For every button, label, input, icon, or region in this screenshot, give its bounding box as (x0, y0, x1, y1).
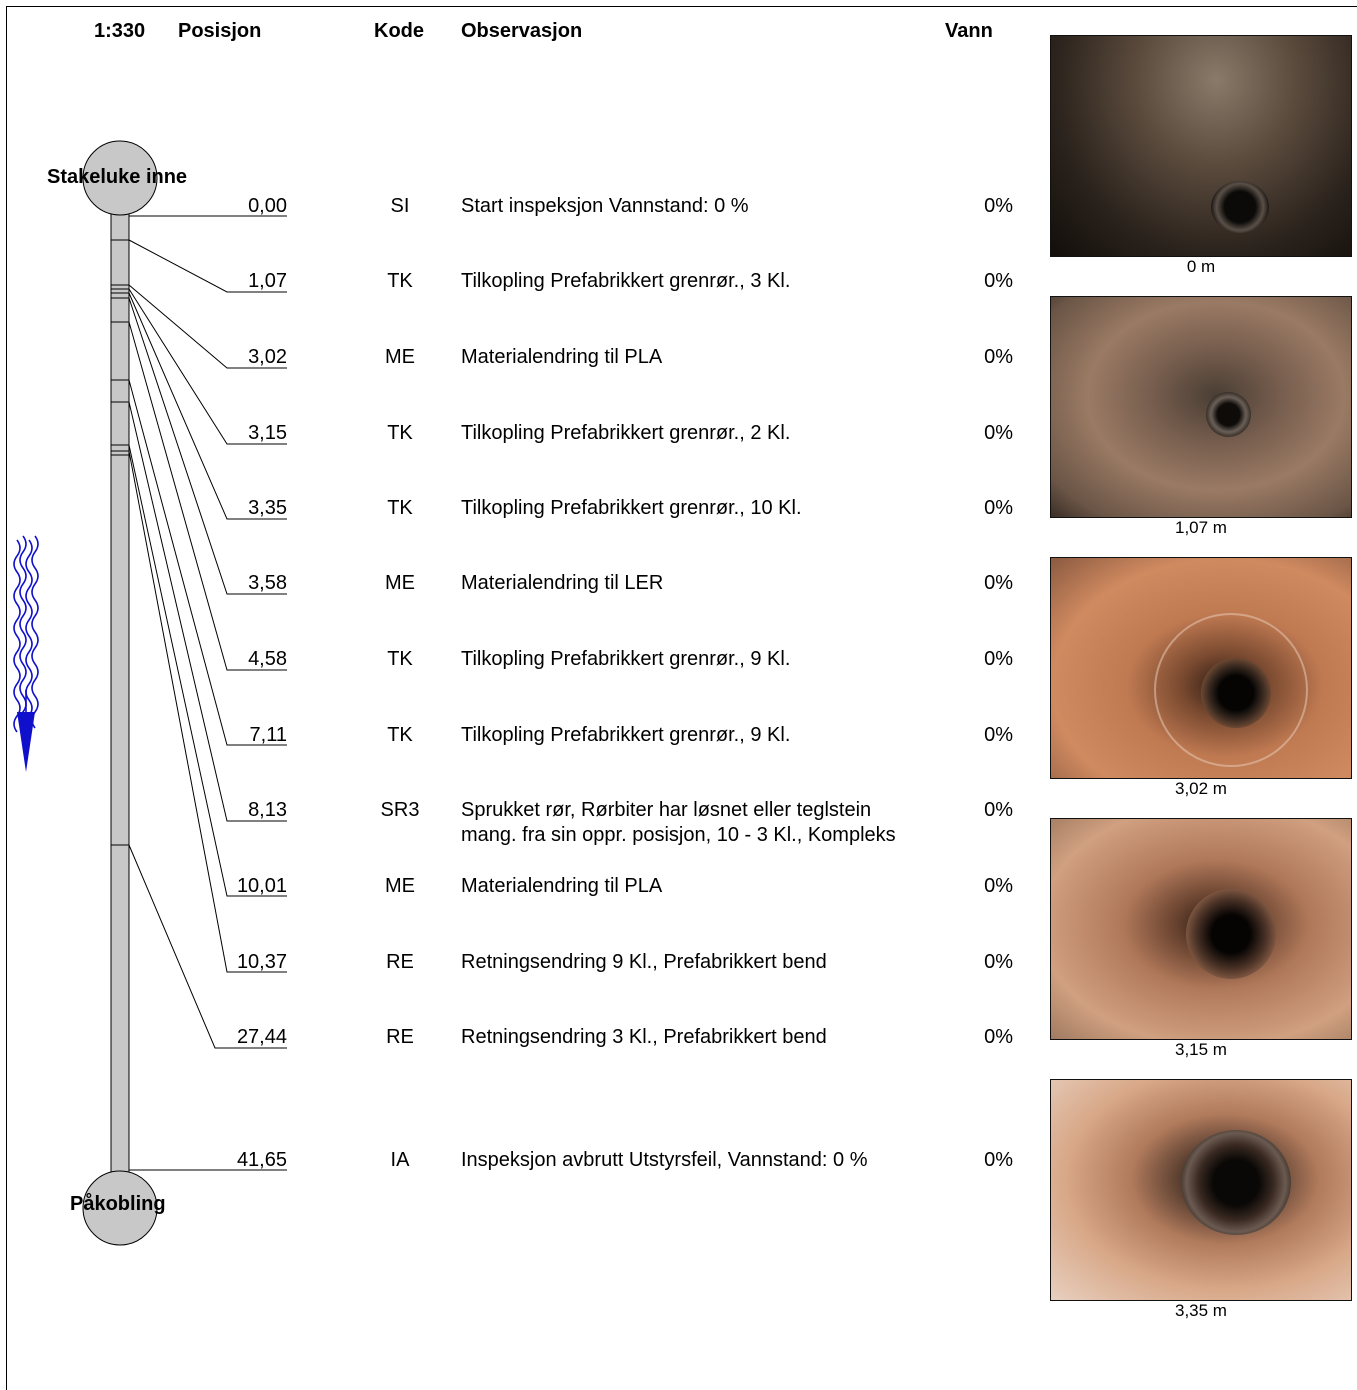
position-value: 8,13 (248, 799, 287, 821)
position-value: 3,58 (248, 572, 287, 594)
water-value: 0% (984, 346, 1013, 368)
water-value: 0% (984, 1149, 1013, 1171)
position-value: 4,58 (248, 648, 287, 670)
water-header: Vann (945, 20, 993, 42)
observation-text: Inspeksjon avbrutt Utstyrsfeil, Vannstan… (461, 1149, 868, 1171)
photo-caption: 3,02 m (1175, 779, 1227, 798)
position-value: 0,00 (248, 195, 287, 217)
code-value: IA (390, 1149, 410, 1171)
inspection-photo (1050, 1079, 1352, 1301)
observation-text: Retningsendring 3 Kl., Prefabrikkert ben… (461, 1026, 827, 1048)
inspection-photo (1050, 557, 1352, 779)
water-value: 0% (984, 497, 1013, 519)
water-value: 0% (984, 1026, 1013, 1048)
position-value: 10,01 (236, 875, 287, 897)
observation-text: Tilkopling Prefabrikkert grenrør., 2 Kl. (461, 422, 791, 444)
water-value: 0% (984, 572, 1013, 594)
code-value: TK (387, 724, 413, 746)
start-manhole (82, 140, 158, 216)
photo-caption: 3,15 m (1175, 1040, 1227, 1059)
position-value: 3,35 (248, 497, 287, 519)
water-value: 0% (984, 648, 1013, 670)
code-value: RE (386, 1026, 414, 1048)
photo-caption: 1,07 m (1175, 518, 1227, 537)
observation-text: Retningsendring 9 Kl., Prefabrikkert ben… (461, 951, 827, 973)
code-value: SI (390, 195, 410, 217)
water-value: 0% (984, 270, 1013, 292)
scale-header: 1:330 (94, 20, 146, 42)
observation-text: Materialendring til PLA (461, 875, 663, 897)
observation-text: Start inspeksjon Vannstand: 0 % (461, 195, 749, 217)
code-value: RE (386, 951, 414, 973)
position-value: 10,37 (236, 951, 287, 973)
code-value: ME (385, 875, 415, 897)
code-value: TK (387, 270, 413, 292)
pipe (110, 213, 130, 1173)
page-border-top (6, 6, 1357, 7)
observation-text: Materialendring til PLA (461, 346, 663, 368)
inspection-photo (1050, 818, 1352, 1040)
position-header: Posisjon (178, 20, 262, 42)
page-border-left (6, 6, 7, 1390)
position-value: 7,11 (249, 724, 287, 746)
observation-text: Tilkopling Prefabrikkert grenrør., 3 Kl. (461, 270, 791, 292)
inspection-photo (1050, 296, 1352, 518)
end-manhole (82, 1170, 158, 1246)
code-header: Kode (374, 20, 424, 42)
observation-header: Observasjon (461, 20, 583, 42)
flow-direction-icon (13, 535, 39, 772)
code-value: ME (385, 346, 415, 368)
observation-text: Tilkopling Prefabrikkert grenrør., 9 Kl. (461, 724, 791, 746)
observation-text: Sprukket rør, Rørbiter har løsnet eller … (461, 799, 872, 821)
code-value: TK (387, 648, 413, 670)
water-value: 0% (984, 875, 1013, 897)
start-manhole-label: Stakeluke inne (47, 166, 188, 188)
observation-text-line2: mang. fra sin oppr. posisjon, 10 - 3 Kl.… (461, 824, 896, 846)
water-value: 0% (984, 422, 1013, 444)
water-value: 0% (984, 195, 1013, 217)
position-value: 1,07 (248, 270, 287, 292)
water-value: 0% (984, 724, 1013, 746)
code-value: TK (387, 422, 413, 444)
inspection-photo (1050, 35, 1352, 257)
water-value: 0% (984, 799, 1013, 821)
photo-caption: 3,35 m (1175, 1301, 1227, 1320)
end-manhole-label: Påkobling (70, 1193, 166, 1215)
observation-text: Tilkopling Prefabrikkert grenrør., 10 Kl… (461, 497, 802, 519)
photo-caption: 0 m (1186, 257, 1216, 276)
position-value: 3,02 (248, 346, 287, 368)
position-value: 3,15 (248, 422, 287, 444)
code-value: TK (387, 497, 413, 519)
observation-text: Materialendring til LER (461, 572, 664, 594)
position-value: 41,65 (236, 1149, 287, 1171)
code-value: ME (385, 572, 415, 594)
position-value: 27,44 (236, 1026, 287, 1048)
code-value: SR3 (380, 799, 420, 821)
water-value: 0% (984, 951, 1013, 973)
observation-text: Tilkopling Prefabrikkert grenrør., 9 Kl. (461, 648, 791, 670)
